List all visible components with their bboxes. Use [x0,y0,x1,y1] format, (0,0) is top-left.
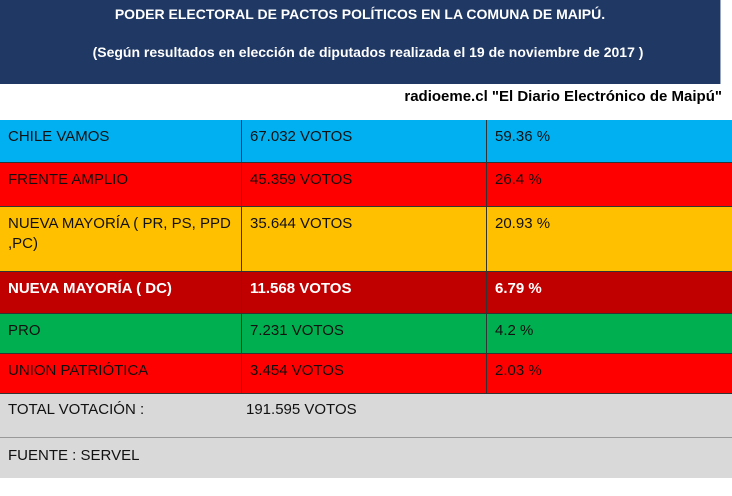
table-row: FRENTE AMPLIO 45.359 VOTOS 26.4 % [0,163,732,207]
pact-votes: 3.454 VOTOS [242,354,487,393]
table-row: UNION PATRIÓTICA 3.454 VOTOS 2.03 % [0,354,732,394]
results-table: CHILE VAMOS 67.032 VOTOS 59.36 % FRENTE … [0,120,732,478]
source-row: FUENTE : SERVEL [0,438,732,478]
pact-percent: 4.2 % [495,322,534,339]
pact-percent: 6.79 % [495,280,542,297]
pact-votes: 7.231 VOTOS [242,314,487,353]
table-row: CHILE VAMOS 67.032 VOTOS 59.36 % [0,120,732,163]
table-row: NUEVA MAYORÍA ( DC) 11.568 VOTOS 6.79 % [0,272,732,314]
total-row: TOTAL VOTACIÓN : 191.595 VOTOS [0,394,732,438]
pact-percent: 20.93 % [495,215,551,232]
fuente-label: FUENTE : SERVEL [8,447,140,464]
pact-votes: 45.359 VOTOS [242,163,487,206]
pact-name: NUEVA MAYORÍA ( PR, PS, PPD ,PC) [0,207,242,271]
page-title: PODER ELECTORAL DE PACTOS POLÍTICOS EN L… [114,6,606,22]
pact-percent: 2.03 % [495,362,542,379]
pact-votes: 35.644 VOTOS [242,207,487,271]
pact-votes: 11.568 VOTOS [242,272,487,313]
pact-votes: 67.032 VOTOS [242,120,487,162]
total-label: TOTAL VOTACIÓN : [8,401,145,418]
pact-name: PRO [0,314,242,353]
pact-name: FRENTE AMPLIO [0,163,242,206]
table-row: PRO 7.231 VOTOS 4.2 % [0,314,732,354]
table-row: NUEVA MAYORÍA ( PR, PS, PPD ,PC) 35.644 … [0,207,732,272]
header-banner: PODER ELECTORAL DE PACTOS POLÍTICOS EN L… [0,0,721,84]
page-subtitle: (Según resultados en elección de diputad… [92,44,644,60]
pact-name: NUEVA MAYORÍA ( DC) [0,272,242,313]
source-credit: radioeme.cl "El Diario Electrónico de Ma… [404,88,722,105]
total-value: 191.595 VOTOS [246,401,357,418]
pact-name: CHILE VAMOS [0,120,242,162]
pact-percent: 26.4 % [495,171,542,188]
pact-name: UNION PATRIÓTICA [0,354,242,393]
pact-percent: 59.36 % [495,128,551,145]
